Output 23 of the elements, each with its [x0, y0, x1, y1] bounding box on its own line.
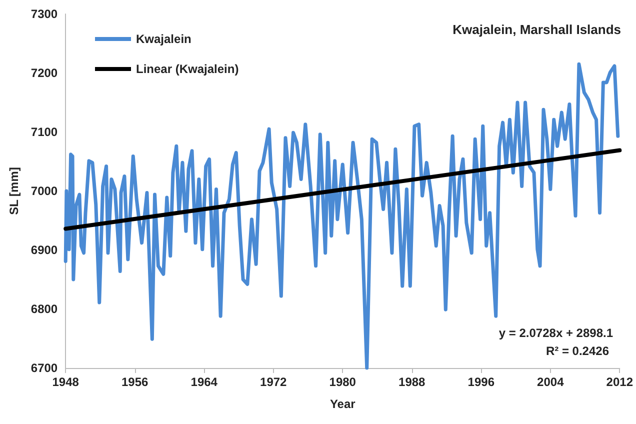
y-tick-label: 7100: [30, 125, 58, 139]
text: Kwajalein, Marshall Islands: [452, 22, 622, 37]
x-tick-label: 2004: [537, 375, 564, 389]
x-tick-label: 2012: [606, 375, 634, 389]
annotation: R² = 0.2426: [546, 344, 610, 358]
annotation: y = 2.0728x + 2898.1: [498, 326, 614, 340]
x-axis-title: Year: [330, 397, 356, 411]
y-tick-label: 6900: [30, 243, 58, 257]
x-tick-label: 1948: [52, 375, 80, 389]
y-tick-label: 7000: [30, 184, 58, 198]
y-axis-title: SL [mm]: [7, 167, 21, 215]
x-tick-label: 1972: [260, 375, 288, 389]
x-tick-label: 1996: [468, 375, 495, 389]
y-tick-label: 6700: [30, 361, 58, 375]
x-tick-label: 1956: [122, 375, 149, 389]
y-tick-label: 6800: [30, 302, 58, 316]
y-tick-label: 7300: [30, 7, 58, 21]
x-tick-label: 1964: [190, 375, 218, 389]
x-tick-label: 1980: [329, 375, 356, 389]
x-tick-label: 1988: [398, 375, 426, 389]
legend-label: Kwajalein: [136, 32, 192, 46]
y-tick-label: 7200: [30, 66, 58, 80]
legend-label: Linear (Kwajalein): [136, 62, 239, 76]
